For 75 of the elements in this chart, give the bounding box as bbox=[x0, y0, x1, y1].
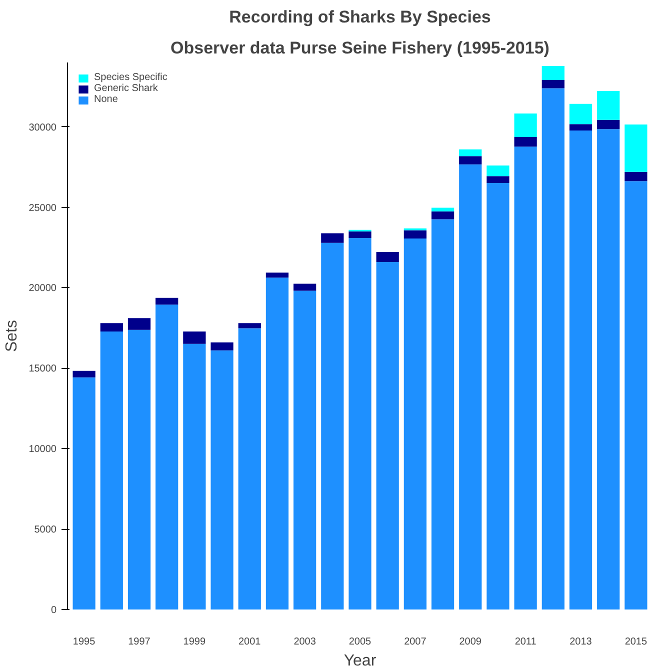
legend-label: None bbox=[94, 94, 118, 105]
x-tick-label: 1995 bbox=[72, 636, 96, 648]
bar bbox=[376, 262, 399, 610]
x-tick-label: 2003 bbox=[294, 636, 316, 648]
bar bbox=[486, 183, 510, 610]
x-tick-label: 2015 bbox=[624, 636, 648, 648]
bar bbox=[542, 88, 564, 610]
bar bbox=[542, 66, 564, 80]
bar bbox=[459, 156, 482, 164]
bar bbox=[210, 342, 234, 350]
x-tick-label: 2009 bbox=[459, 636, 482, 648]
bar bbox=[294, 290, 316, 610]
bar bbox=[238, 328, 261, 610]
bar bbox=[266, 278, 289, 610]
bar bbox=[569, 130, 592, 610]
bar bbox=[183, 344, 206, 610]
y-tick-label: 20000 bbox=[28, 283, 57, 294]
x-tick-label: 1997 bbox=[128, 636, 151, 648]
bar bbox=[624, 124, 648, 172]
x-tick-label: 2011 bbox=[514, 636, 537, 648]
x-tick-label: 1999 bbox=[183, 636, 206, 648]
legend-label: Generic Shark bbox=[94, 83, 158, 94]
bar bbox=[72, 370, 96, 378]
x-tick-label: 2007 bbox=[404, 636, 427, 648]
bar bbox=[128, 318, 151, 330]
bar bbox=[100, 331, 123, 610]
y-tick-label: 15000 bbox=[28, 364, 57, 375]
bar bbox=[238, 323, 261, 328]
bar bbox=[321, 242, 344, 610]
bar bbox=[183, 331, 206, 344]
chart-subtitle: Observer data Purse Seine Fishery (1995-2015) bbox=[170, 38, 550, 58]
y-axis-title: Sets bbox=[4, 320, 21, 352]
bar bbox=[72, 377, 96, 610]
bar bbox=[431, 208, 454, 212]
y-tick-label: 5000 bbox=[34, 524, 57, 536]
bar bbox=[100, 323, 123, 332]
legend-label: Species Specific bbox=[94, 72, 168, 83]
bar bbox=[404, 230, 426, 239]
bar bbox=[128, 330, 151, 610]
bar bbox=[486, 176, 510, 183]
bar bbox=[569, 104, 592, 124]
x-axis-title: Year bbox=[344, 652, 377, 670]
x-tick-label: 2001 bbox=[238, 636, 262, 648]
bar bbox=[156, 304, 178, 610]
bar bbox=[294, 284, 316, 291]
y-tick-label: 30000 bbox=[28, 122, 57, 134]
bar bbox=[376, 252, 399, 262]
bar bbox=[266, 272, 289, 278]
bar bbox=[404, 238, 426, 610]
bar bbox=[514, 136, 537, 147]
bar bbox=[597, 90, 620, 120]
bar bbox=[431, 219, 454, 610]
bar bbox=[597, 120, 620, 130]
bar bbox=[459, 164, 482, 610]
y-tick-label: 10000 bbox=[28, 444, 57, 456]
bar bbox=[431, 211, 454, 220]
chart-title: Recording of Sharks By Species bbox=[229, 8, 491, 26]
bar bbox=[486, 165, 510, 176]
bar bbox=[210, 350, 234, 610]
bar bbox=[514, 114, 537, 137]
bar bbox=[624, 181, 648, 610]
bar bbox=[542, 80, 564, 88]
bar bbox=[348, 238, 372, 610]
bar bbox=[514, 146, 537, 610]
bar bbox=[569, 124, 592, 131]
bar bbox=[624, 172, 648, 182]
y-tick-label: 0 bbox=[50, 605, 57, 616]
bar bbox=[156, 298, 178, 305]
bar bbox=[321, 233, 344, 243]
bar bbox=[348, 231, 372, 238]
x-tick-label: 2013 bbox=[570, 636, 592, 648]
bar bbox=[459, 149, 482, 156]
x-tick-label: 2005 bbox=[348, 636, 372, 648]
y-tick-label: 25000 bbox=[28, 202, 57, 214]
bar bbox=[597, 129, 620, 610]
